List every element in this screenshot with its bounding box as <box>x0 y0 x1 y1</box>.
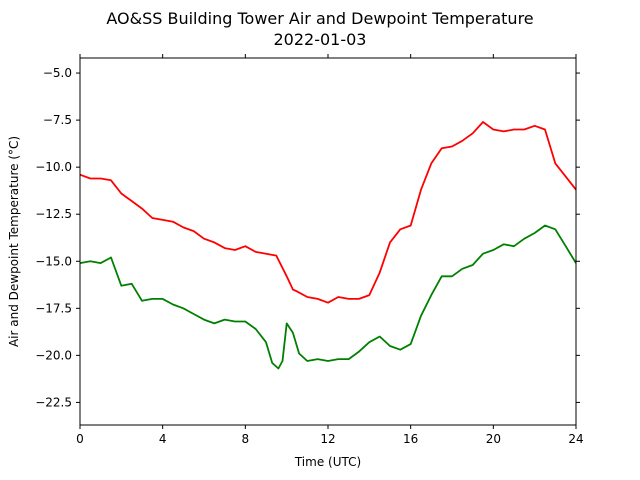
x-tick-label: 24 <box>568 432 583 446</box>
x-tick-label: 4 <box>159 432 167 446</box>
y-tick-label: −15.0 <box>35 254 72 268</box>
x-tick-label: 12 <box>320 432 335 446</box>
series-line-0 <box>79 121 577 304</box>
chart-subtitle: 2022-01-03 <box>274 30 367 49</box>
y-tick-label: −7.5 <box>43 113 72 127</box>
y-tick-label: −22.5 <box>35 395 72 409</box>
tick-layer: 0 4 8 12 16 20 24 −5.0 −7.5 −10.0 −12.5 −15.0 −17.5 −… <box>35 54 584 446</box>
series-layer <box>79 121 577 370</box>
x-axis-label: Time (UTC) <box>294 455 361 469</box>
chart-title: AO&SS Building Tower Air and Dewpoint Te… <box>106 9 533 28</box>
y-axis-label: Air and Dewpoint Temperature (°C) <box>7 136 21 347</box>
x-tick-label: 16 <box>403 432 418 446</box>
y-tick-label: −17.5 <box>35 301 72 315</box>
x-tick-label: 20 <box>486 432 501 446</box>
x-tick-label: 8 <box>242 432 250 446</box>
plot-frame <box>79 57 577 426</box>
y-tick-label: −20.0 <box>35 348 72 362</box>
x-tick-label: 0 <box>76 432 84 446</box>
y-tick-label: −12.5 <box>35 207 72 221</box>
y-tick-label: −5.0 <box>43 66 72 80</box>
y-tick-label: −10.0 <box>35 160 72 174</box>
series-line-1 <box>79 224 577 370</box>
